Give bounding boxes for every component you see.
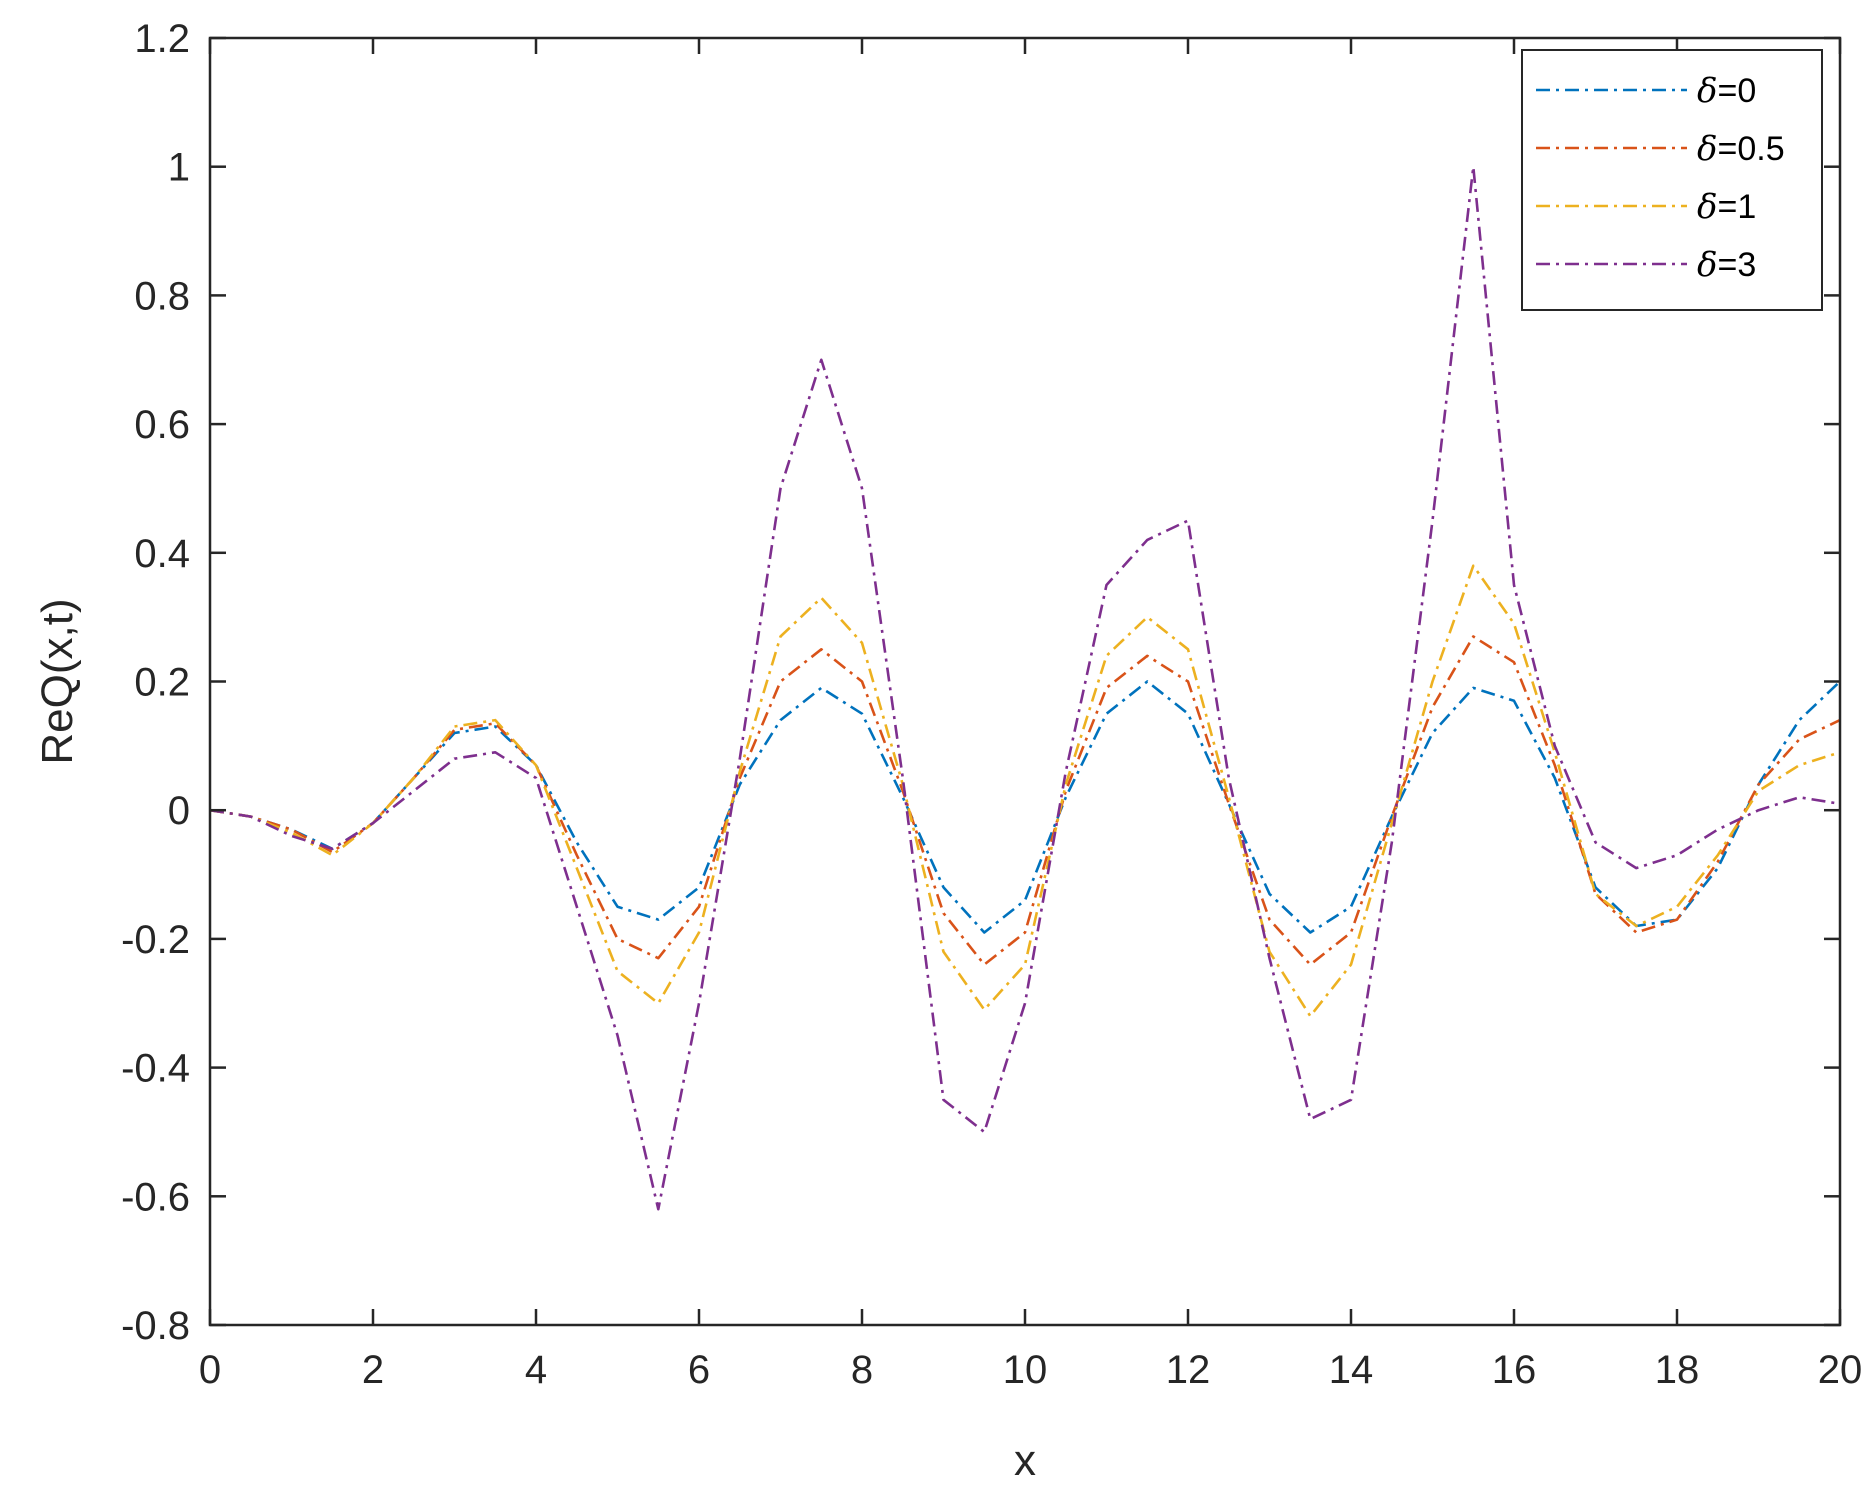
- x-tick-label: 14: [1329, 1348, 1374, 1392]
- series-line-0: [209, 680, 1841, 934]
- legend-label-0: δ=0: [1697, 71, 1756, 111]
- y-tick-label: 1.2: [134, 17, 190, 61]
- legend-value: =1: [1717, 188, 1756, 226]
- legend: δ=0δ=0.5δ=1δ=3: [1521, 49, 1823, 311]
- x-tick-label: 2: [362, 1348, 384, 1392]
- x-tick-label: 10: [1003, 1348, 1048, 1392]
- legend-symbol: δ: [1697, 129, 1717, 169]
- y-tick-label: 0.6: [134, 403, 190, 447]
- y-tick-label: 0: [168, 789, 190, 833]
- series-line-1: [209, 635, 1841, 966]
- y-tick-label: 0.8: [134, 274, 190, 318]
- x-axis-label: x: [1014, 1436, 1036, 1485]
- y-tick-label: -0.4: [121, 1047, 190, 1091]
- x-tick-label: 12: [1166, 1348, 1211, 1392]
- y-tick-label: -0.6: [121, 1175, 190, 1219]
- x-tick-labels: 0 2 4 6 8 10 12 14 16 18 20: [199, 1348, 1862, 1392]
- series-line-2: [209, 564, 1841, 1018]
- y-tick-label: -0.2: [121, 918, 190, 962]
- y-tick-label: -0.8: [121, 1304, 190, 1348]
- legend-value: =0.5: [1717, 130, 1784, 168]
- x-tick-label: 20: [1818, 1348, 1863, 1392]
- x-tick-label: 6: [688, 1348, 710, 1392]
- legend-value: =3: [1717, 246, 1756, 284]
- x-tick-label: 18: [1655, 1348, 1700, 1392]
- x-tick-label: 8: [851, 1348, 873, 1392]
- y-axis-label: ReQ(x,t): [33, 598, 82, 764]
- series-line-3: [209, 165, 1841, 1211]
- legend-symbol: δ: [1697, 187, 1717, 227]
- legend-box: [1521, 49, 1823, 311]
- legend-label-1: δ=0.5: [1697, 129, 1785, 169]
- y-tick-label: 1: [168, 146, 190, 190]
- legend-label-2: δ=1: [1697, 187, 1756, 227]
- x-tick-label: 16: [1492, 1348, 1537, 1392]
- series-layer: [209, 165, 1841, 1211]
- y-tick-labels: -0.8 -0.6 -0.4 -0.2 0 0.2 0.4 0.6 0.8 1 1.2: [121, 17, 190, 1348]
- legend-symbol: δ: [1697, 71, 1717, 111]
- legend-value: =0: [1717, 72, 1756, 110]
- x-tick-label: 0: [199, 1348, 221, 1392]
- y-tick-label: 0.4: [134, 532, 190, 576]
- ticks-layer: [208, 36, 1842, 1327]
- legend-items: δ=0δ=0.5δ=1δ=3: [1536, 71, 1785, 285]
- y-tick-label: 0.2: [134, 661, 190, 705]
- x-tick-label: 4: [525, 1348, 547, 1392]
- legend-symbol: δ: [1697, 245, 1717, 285]
- legend-label-3: δ=3: [1697, 245, 1756, 285]
